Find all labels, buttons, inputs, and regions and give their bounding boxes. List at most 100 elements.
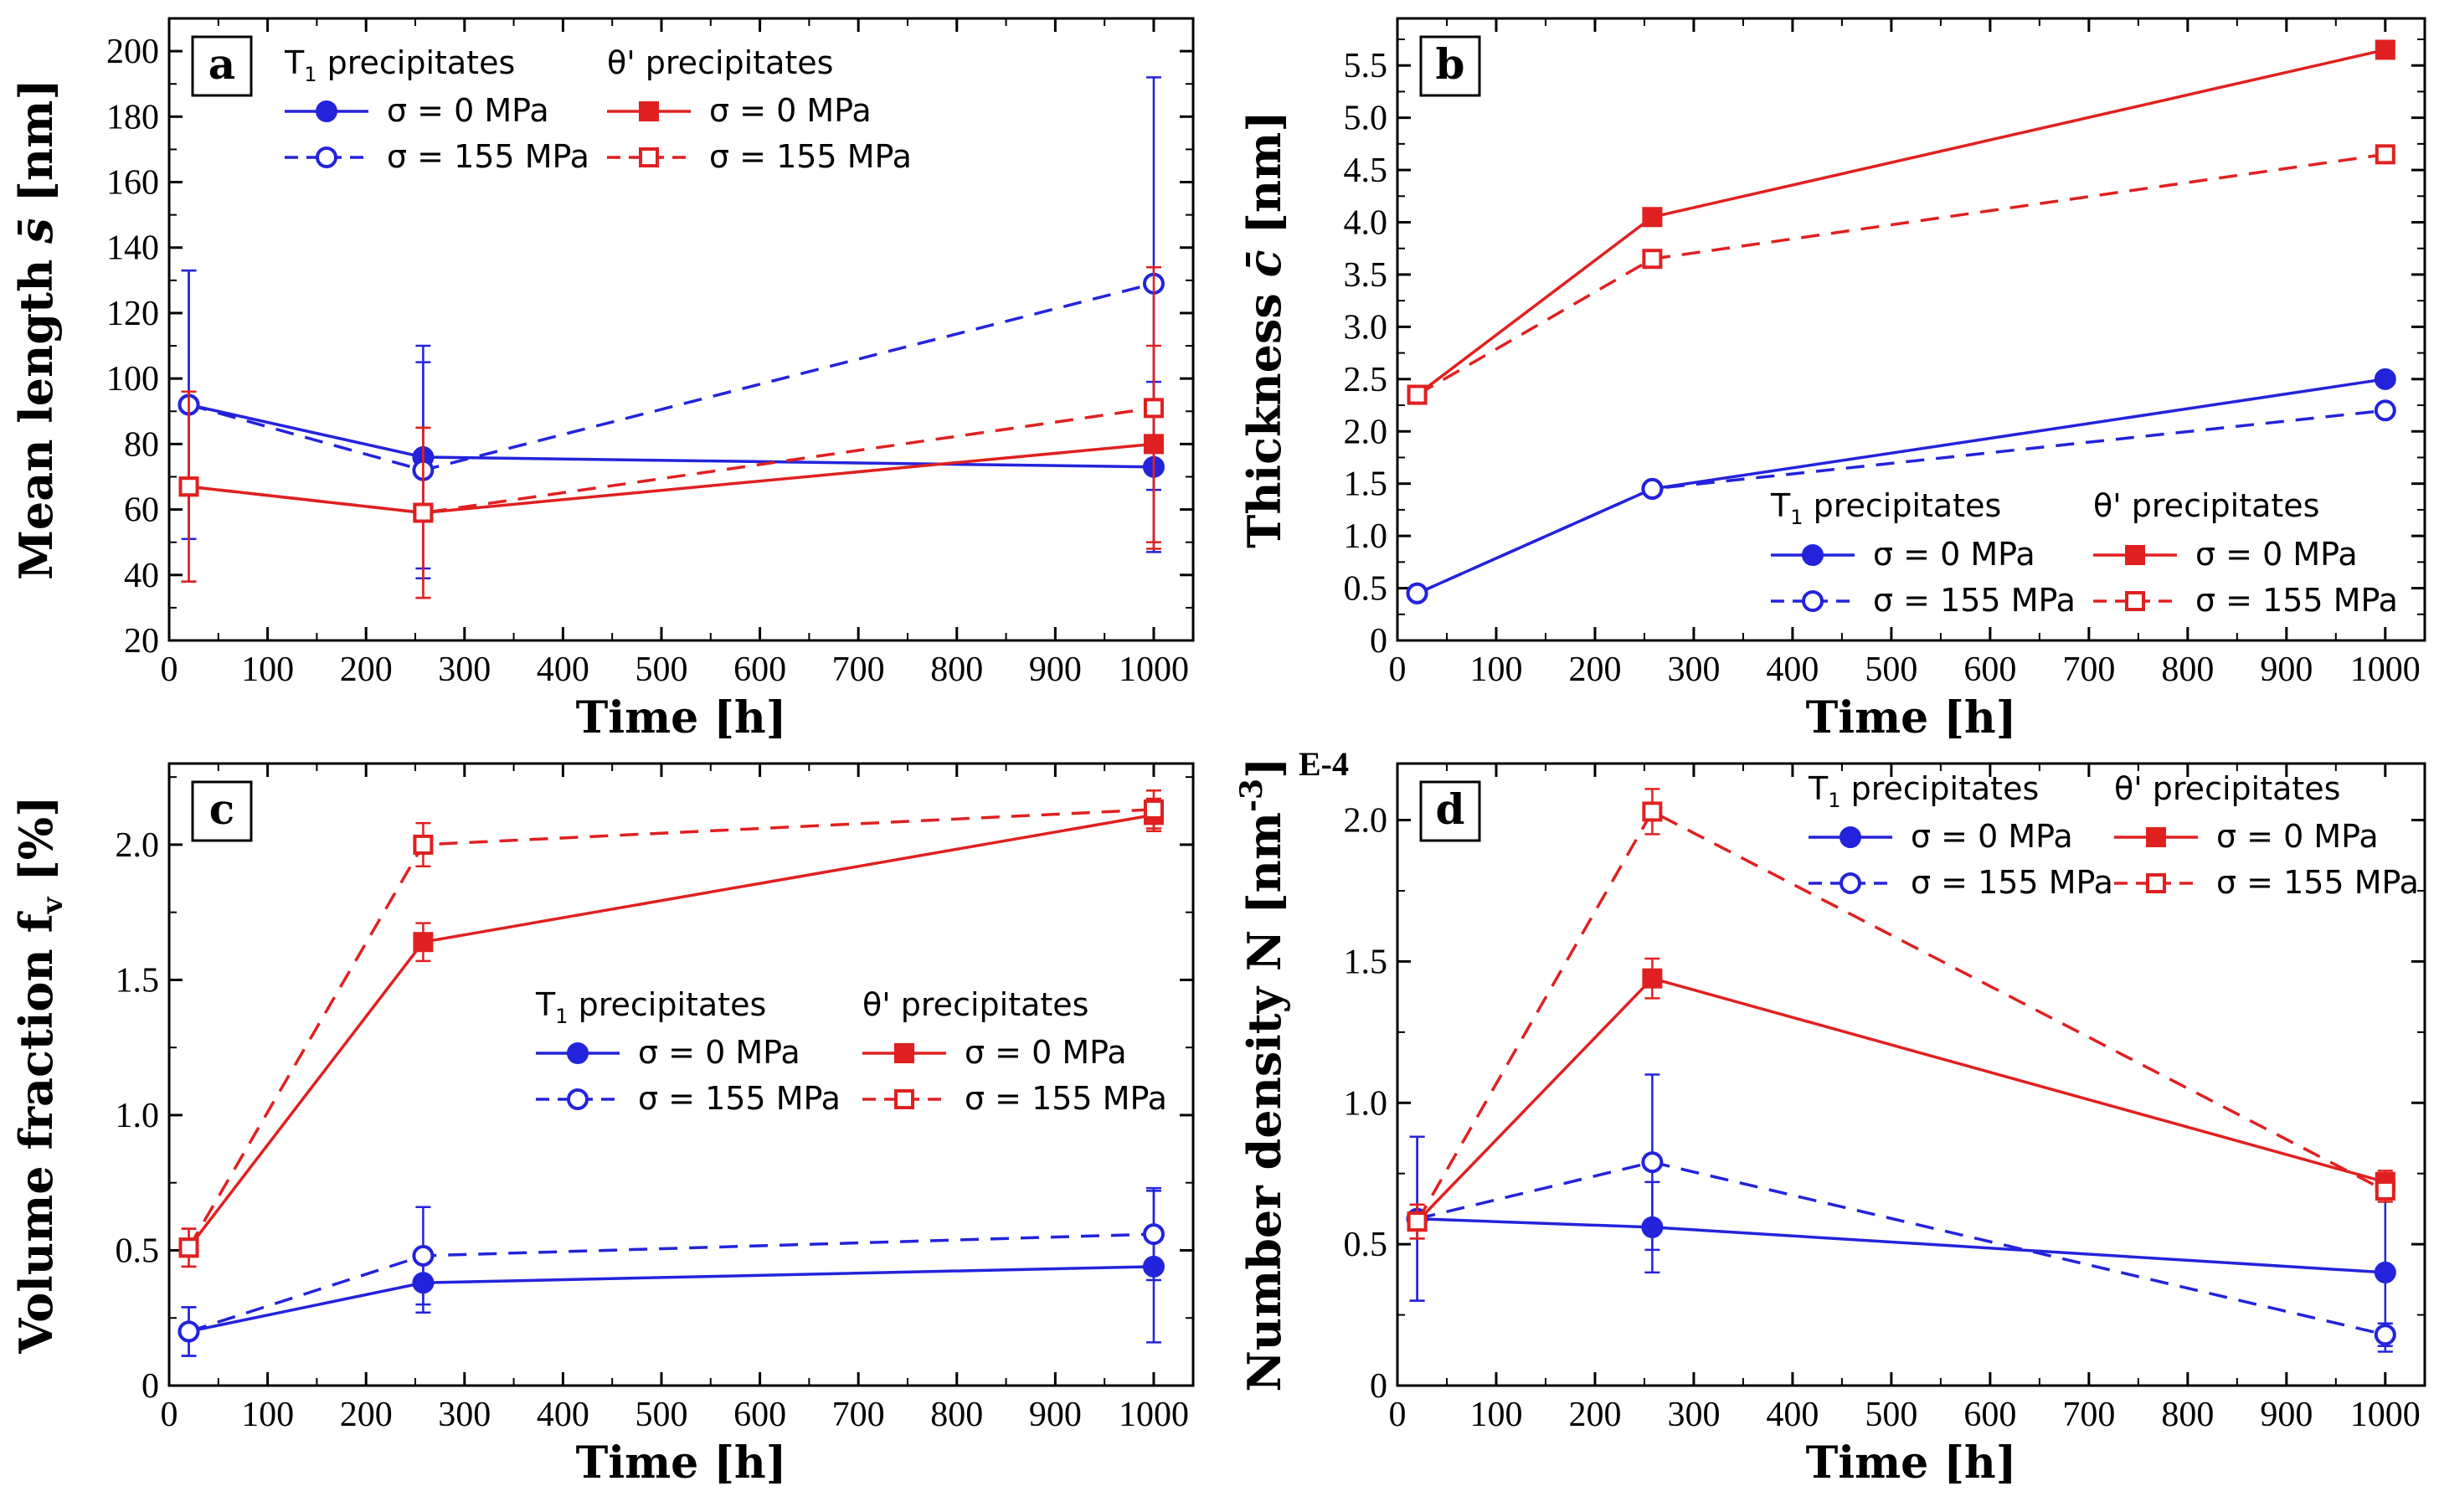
legend: T1 precipitates θ' precipitates σ = 0 MPa σ… <box>284 44 912 175</box>
series-theta-155 <box>1407 788 2395 1240</box>
x-tick-label: 900 <box>1029 651 1082 689</box>
y-axis-exponent: E-4 <box>1299 745 1349 783</box>
legend-entry-t1-155: σ = 155 MPa <box>536 1080 841 1117</box>
legend-label: σ = 155 MPa <box>2195 582 2398 619</box>
x-tick-label: 900 <box>2260 651 2313 689</box>
legend-marker <box>2146 827 2166 847</box>
data-point <box>178 476 199 497</box>
legend-title-theta: θ' precipitates <box>2093 487 2319 524</box>
text-span: [nm] <box>9 79 63 218</box>
panel-tag-label: c <box>209 784 234 834</box>
y-tick-label: 1.5 <box>1344 943 1388 981</box>
series-line <box>188 1265 1155 1334</box>
text-span: 1 <box>555 1005 568 1028</box>
text-span: precipitates <box>1841 770 2040 807</box>
legend-label: σ = 155 MPa <box>1911 864 2113 901</box>
legend-title-t1: T1 precipitates <box>1808 770 2039 812</box>
legend-marker <box>567 1088 589 1110</box>
text-span: 1 <box>1828 789 1840 812</box>
data-point <box>2375 39 2395 60</box>
y-axis-label: Thickness c̄ [nm] <box>1238 111 1291 548</box>
legend-marker <box>639 101 659 121</box>
data-point <box>2374 1324 2396 1346</box>
panel-tag-box <box>1419 35 1481 97</box>
y-tick-label: 2.5 <box>1344 361 1388 399</box>
y-tick-label: 120 <box>106 295 159 333</box>
legend-marker <box>1802 544 1824 566</box>
x-tick-label: 0 <box>161 1396 178 1434</box>
series-theta-0 <box>1407 957 2395 1240</box>
y-axis-label: Number density N [nm-3] <box>1234 757 1291 1391</box>
series-t1-155 <box>1406 1073 2396 1347</box>
x-tick-label: 1000 <box>1119 1396 1189 1434</box>
panel-tag-b: b <box>1419 35 1481 97</box>
x-tick-label: 400 <box>1766 1396 1819 1434</box>
x-tick-label: 400 <box>537 1396 589 1434</box>
x-tick-label: 100 <box>241 651 294 689</box>
legend-label: σ = 0 MPa <box>2195 536 2358 573</box>
y-tick-label: 2.0 <box>1344 413 1388 451</box>
series-line <box>188 406 1155 515</box>
legend-title-theta: θ' precipitates <box>2114 770 2340 807</box>
y-tick-label: 180 <box>106 98 159 136</box>
y-tick-label: 100 <box>106 360 159 399</box>
text-span: ] <box>1238 757 1291 779</box>
plot-frame <box>167 17 1195 642</box>
text-span: T <box>1770 487 1791 524</box>
x-tick-label: 0 <box>1389 1396 1407 1434</box>
data-point <box>413 932 434 953</box>
y-tick-label: 1.0 <box>1344 1084 1388 1123</box>
x-tick-label: 1000 <box>2350 1396 2421 1434</box>
legend-marker <box>567 1042 589 1064</box>
x-tick-label: 800 <box>2161 1396 2214 1434</box>
legend-title-theta: θ' precipitates <box>862 986 1088 1023</box>
y-axis-label: Mean length s̄ [nm] <box>9 79 63 580</box>
data-point <box>2374 1261 2396 1283</box>
legend-entry-theta-155: σ = 155 MPa <box>862 1080 1167 1117</box>
series-line <box>1416 976 2386 1223</box>
panel-tag-label: d <box>1436 784 1465 834</box>
panel-a: 0 100 200 300 400 500 600 700 800 900 1000 20 40 60 80… <box>9 17 1195 743</box>
legend-title-t1: T1 precipitates <box>535 986 766 1028</box>
x-tick-label: 700 <box>2062 651 2115 689</box>
y-tick-label: 1.5 <box>1344 465 1388 504</box>
data-point <box>2374 368 2396 390</box>
legend-label: σ = 0 MPa <box>2216 818 2379 855</box>
x-tick-label: 200 <box>1568 1396 1621 1434</box>
x-tick-label: 300 <box>438 651 491 689</box>
panel-tag-label: b <box>1436 39 1465 89</box>
y-tick-label: 0.5 <box>1344 1226 1388 1264</box>
series-theta-0 <box>178 797 1164 1268</box>
legend-label: σ = 155 MPa <box>2216 864 2419 901</box>
panel-tag-c: c <box>191 780 253 842</box>
x-tick-label: 700 <box>832 651 885 689</box>
y-tick-label: 3.0 <box>1344 308 1388 347</box>
legend-entry-theta-0: σ = 0 MPa <box>607 92 872 129</box>
x-axis-label: Time [h] <box>1806 1437 2017 1489</box>
plot-frame <box>167 762 1195 1387</box>
y-tick-label: 60 <box>124 491 159 530</box>
legend-marker <box>639 147 659 167</box>
series-line <box>188 808 1155 1249</box>
x-tick-label: 200 <box>340 1396 393 1434</box>
plot-frame <box>1396 17 2426 642</box>
legend-entry-theta-155: σ = 155 MPa <box>2093 582 2398 619</box>
legend-entry-t1-155: σ = 155 MPa <box>1771 582 2076 619</box>
legend-label: σ = 155 MPa <box>638 1080 841 1117</box>
legend-label: σ = 0 MPa <box>1911 818 2073 855</box>
y-tick-label: 0 <box>142 1367 159 1406</box>
data-point <box>1641 477 1664 500</box>
panel-tag-box <box>191 35 253 97</box>
text-span: -3 <box>1234 779 1269 812</box>
text-span: [nm] <box>1238 111 1291 249</box>
text-span: c̄ <box>1238 249 1291 277</box>
legend-entry-theta-0: σ = 0 MPa <box>862 1034 1127 1071</box>
x-tick-label: 400 <box>1766 651 1819 689</box>
panel-c: 0 100 200 300 400 500 600 700 800 900 1000 0 0.5 1.0 1… <box>9 762 1195 1489</box>
panel-tag-a: a <box>191 35 253 97</box>
y-tick-label: 160 <box>106 164 159 203</box>
data-point <box>1642 968 1663 989</box>
legend-marker <box>316 100 337 122</box>
x-tick-label: 600 <box>733 651 786 689</box>
legend-entry-t1-0: σ = 0 MPa <box>285 92 549 129</box>
